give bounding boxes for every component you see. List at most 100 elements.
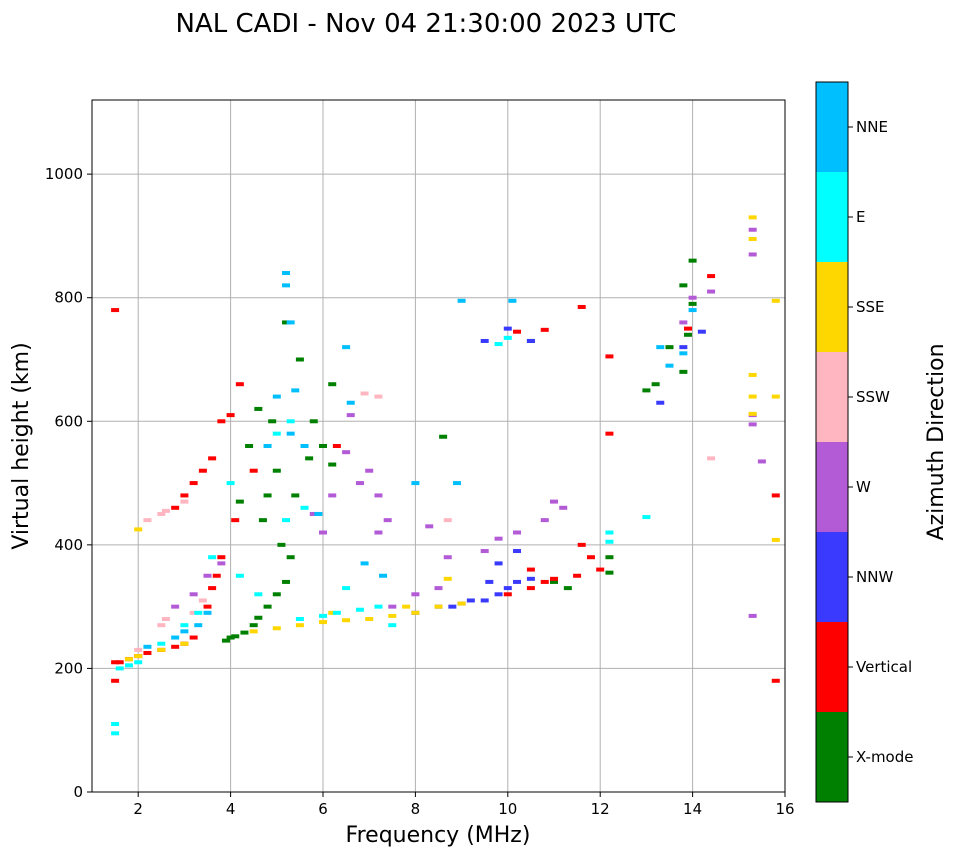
data-point (707, 456, 716, 461)
data-point (134, 654, 143, 659)
data-point (240, 630, 249, 635)
data-point (208, 586, 217, 591)
data-point (180, 641, 189, 646)
data-point (374, 493, 383, 498)
data-point (277, 542, 286, 547)
data-point (249, 629, 258, 634)
data-point (365, 468, 374, 473)
data-point (143, 518, 152, 523)
data-point (355, 481, 364, 486)
data-point (171, 644, 180, 649)
x-tick-label: 12 (591, 800, 610, 818)
data-point (203, 610, 212, 615)
data-point (161, 508, 170, 513)
data-point (319, 613, 327, 618)
data-point (656, 400, 665, 405)
data-point (305, 456, 314, 461)
data-point (383, 518, 392, 523)
data-point (526, 576, 535, 581)
data-point (194, 623, 203, 628)
data-point (513, 530, 522, 535)
data-point (665, 363, 674, 368)
data-point (286, 431, 295, 436)
data-point (540, 579, 549, 584)
data-point (342, 586, 351, 591)
data-point (642, 515, 651, 520)
data-point (157, 511, 166, 516)
data-point (111, 722, 120, 727)
data-point (771, 298, 780, 303)
plot-frame (91, 99, 786, 793)
data-point (771, 678, 780, 683)
data-point (282, 271, 291, 275)
data-point (328, 610, 337, 615)
data-point (180, 629, 189, 634)
data-point (342, 618, 351, 623)
data-point (309, 511, 318, 516)
y-tick-label: 600 (54, 412, 83, 430)
data-point (328, 382, 337, 387)
data-point (748, 252, 757, 257)
data-point (434, 604, 443, 609)
data-point (111, 678, 120, 683)
data-point (748, 215, 757, 220)
data-point (134, 660, 143, 665)
data-point (254, 615, 263, 620)
data-point (485, 579, 494, 584)
data-point (134, 647, 143, 652)
data-point (300, 444, 309, 448)
data-point (263, 444, 272, 448)
data-point (161, 617, 170, 621)
data-point (286, 419, 295, 424)
data-point (503, 326, 512, 331)
data-point (374, 604, 383, 609)
data-point (550, 576, 558, 581)
data-point (439, 434, 448, 439)
x-tick-label: 8 (411, 800, 421, 818)
data-point (443, 518, 452, 523)
data-point (198, 468, 207, 473)
data-point (171, 505, 180, 510)
data-point (217, 561, 226, 566)
data-point (577, 542, 586, 547)
data-point (360, 561, 369, 566)
data-point (272, 592, 281, 597)
data-point (319, 620, 327, 625)
data-point (365, 617, 374, 621)
colorbar-category-label: SSE (856, 298, 885, 316)
data-point (272, 394, 281, 399)
data-point (748, 411, 757, 416)
data-point (254, 592, 263, 597)
y-tick-label: 200 (54, 659, 83, 677)
data-point (342, 345, 351, 350)
data-point (577, 304, 586, 309)
colorbar-frame (815, 81, 849, 803)
colorbar-label: Azimuth Direction (924, 343, 949, 540)
x-tick-label: 16 (775, 800, 794, 818)
data-point (425, 524, 434, 529)
data-point (679, 345, 688, 350)
data-point (683, 326, 692, 331)
data-point (189, 592, 198, 597)
data-point (272, 468, 281, 473)
data-point (217, 419, 226, 424)
data-point (605, 555, 614, 560)
data-point (480, 338, 489, 343)
data-point (494, 536, 503, 541)
colorbar-category-label: Vertical (856, 658, 912, 676)
data-point (605, 539, 614, 544)
data-point (203, 604, 212, 609)
data-point (411, 592, 420, 597)
data-point (189, 481, 198, 486)
data-point (513, 329, 522, 334)
data-point (194, 610, 203, 615)
data-point (480, 598, 489, 603)
data-point (295, 617, 304, 621)
data-point (457, 601, 466, 606)
data-point (328, 493, 337, 498)
data-point (282, 579, 291, 584)
data-point (513, 549, 522, 554)
data-point (221, 638, 230, 643)
data-point (295, 623, 304, 628)
